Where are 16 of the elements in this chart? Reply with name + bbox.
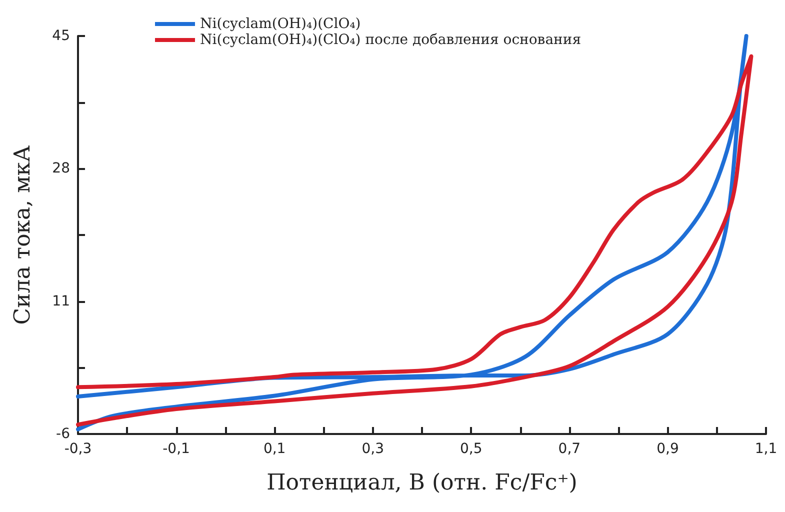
- y-tick-label: 11: [52, 293, 70, 310]
- x-tick-label: -0,3: [64, 441, 92, 457]
- x-tick-label: 0,1: [263, 441, 286, 457]
- legend-label: Ni(cyclam(OH)₄)(ClO₄) после добавления основания: [200, 32, 582, 48]
- legend-label: Ni(cyclam(OH)₄)(ClO₄): [200, 16, 361, 32]
- y-tick-label: 45: [52, 28, 70, 44]
- x-tick-label: 0,7: [558, 441, 581, 457]
- y-tick-label: 28: [52, 160, 70, 177]
- y-tick-label: -6: [56, 426, 70, 442]
- x-tick-label: 0,5: [460, 441, 482, 457]
- y-axis-title: Сила тока, мкА: [10, 144, 36, 325]
- x-tick-label: 0,9: [656, 441, 679, 457]
- x-tick-label: 0,3: [362, 441, 384, 457]
- x-tick-label: -0,1: [162, 441, 190, 457]
- x-axis-title: Потенциал, В (отн. Fc/Fc⁺): [266, 470, 578, 496]
- x-tick-label: 1,1: [754, 441, 778, 457]
